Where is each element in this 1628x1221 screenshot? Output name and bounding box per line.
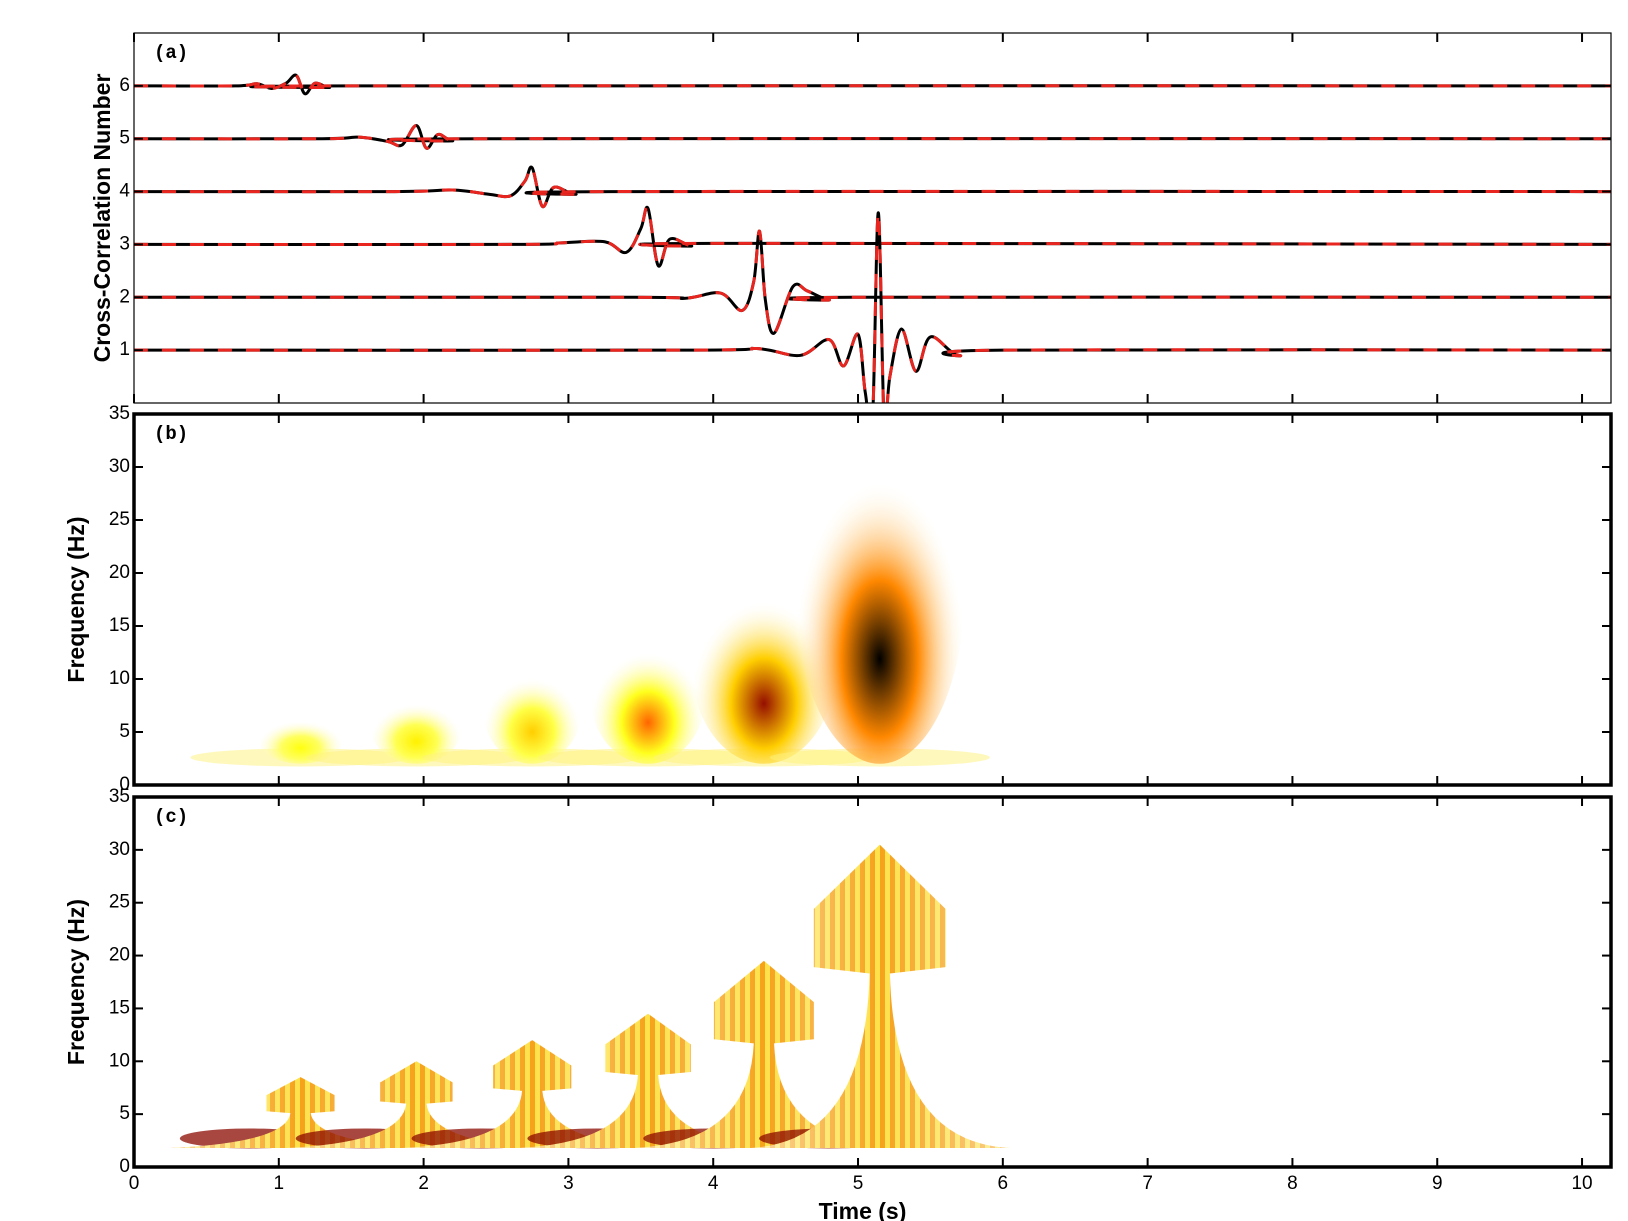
trace-dash [134, 205, 1611, 268]
y-axis-label: Frequency (Hz) [63, 516, 89, 682]
ridge-shade [517, 1013, 779, 1148]
x-tick-label: 4 [708, 1173, 719, 1194]
x-tick-label: 10 [1571, 1173, 1592, 1194]
y-tick-label: 4 [119, 181, 130, 202]
panel-label: (b) [154, 423, 188, 445]
x-tick-label: 8 [1287, 1173, 1298, 1194]
x-tick-label: 9 [1432, 1173, 1443, 1194]
x-tick-label: 3 [563, 1173, 574, 1194]
y-tick-label: 10 [109, 668, 130, 689]
trace-dash [134, 73, 1611, 96]
y-tick-label: 25 [109, 892, 130, 913]
panel-label: (a) [154, 42, 188, 64]
trace-dash [134, 165, 1611, 209]
ridge-shade [286, 1061, 547, 1148]
energy-blob [590, 626, 707, 764]
frame [132, 795, 1613, 1169]
energy-blob [257, 710, 344, 764]
plot-area [170, 844, 1011, 1149]
y-tick-label: 20 [109, 562, 130, 583]
y-tick-label: 10 [109, 1050, 130, 1071]
x-tick-label: 0 [129, 1173, 140, 1194]
trace-dash [134, 229, 1611, 335]
y-tick-label: 3 [119, 233, 130, 254]
y-tick-label: 20 [109, 945, 130, 966]
y-tick-label: 35 [109, 403, 130, 424]
y-tick-label: 15 [109, 997, 130, 1018]
y-tick-label: 25 [109, 509, 130, 530]
ridge-shade [749, 844, 1011, 1148]
y-tick-label: 6 [119, 75, 130, 96]
y-tick-label: 15 [109, 615, 130, 636]
frame [133, 32, 1612, 404]
plot-area [190, 414, 990, 767]
energy-blob [370, 689, 463, 764]
energy-blob [794, 414, 965, 764]
energy-blob [483, 657, 582, 764]
x-tick-label: 7 [1142, 1173, 1153, 1194]
y-tick-label: 35 [109, 786, 130, 807]
y-tick-label: 0 [119, 774, 130, 795]
trace [134, 165, 1611, 209]
frame [132, 412, 1613, 787]
ridge-shade [633, 960, 895, 1148]
x-tick-label: 1 [274, 1173, 285, 1194]
trace-dash [134, 211, 1611, 403]
y-axis-label: Cross-Correlation Number [89, 74, 115, 363]
y-tick-label: 30 [109, 839, 130, 860]
y-tick-label: 5 [119, 1103, 130, 1124]
ridge-shade [401, 1040, 663, 1148]
x-tick-label: 5 [853, 1173, 864, 1194]
x-tick-label: 6 [998, 1173, 1009, 1194]
trace [134, 124, 1611, 150]
panel-label: (c) [154, 806, 188, 828]
ridge-shade [170, 1077, 431, 1148]
y-tick-label: 2 [119, 286, 130, 307]
y-tick-label: 30 [109, 456, 130, 477]
x-tick-label: 2 [418, 1173, 429, 1194]
y-tick-label: 1 [119, 339, 130, 360]
plot-area [134, 73, 1611, 403]
y-tick-label: 5 [119, 721, 130, 742]
y-axis-label: Frequency (Hz) [63, 899, 89, 1065]
x-axis-label: Time (s) [819, 1198, 907, 1221]
trace-dash [134, 124, 1611, 150]
y-tick-label: 0 [119, 1156, 130, 1177]
y-tick-label: 5 [119, 128, 130, 149]
